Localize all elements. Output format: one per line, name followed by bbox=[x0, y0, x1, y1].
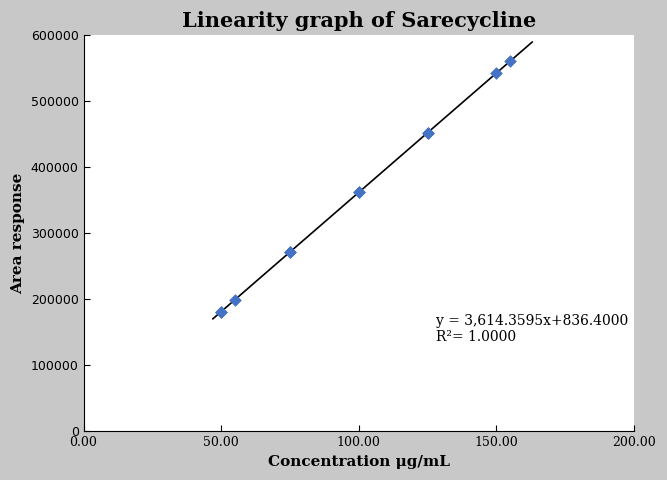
Point bbox=[354, 189, 364, 196]
Point bbox=[229, 296, 240, 303]
Point bbox=[422, 129, 433, 136]
X-axis label: Concentration μg/mL: Concentration μg/mL bbox=[267, 455, 450, 469]
Point bbox=[216, 308, 227, 315]
Point bbox=[285, 248, 295, 256]
Title: Linearity graph of Sarecycline: Linearity graph of Sarecycline bbox=[181, 11, 536, 31]
Point bbox=[491, 69, 502, 77]
Point bbox=[354, 189, 364, 196]
Point bbox=[505, 57, 516, 65]
Point bbox=[216, 308, 227, 315]
Point bbox=[285, 248, 295, 256]
Text: y = 3,614.3595x+836.4000
R²= 1.0000: y = 3,614.3595x+836.4000 R²= 1.0000 bbox=[436, 314, 628, 344]
Y-axis label: Area response: Area response bbox=[11, 173, 25, 294]
Point bbox=[422, 129, 433, 136]
